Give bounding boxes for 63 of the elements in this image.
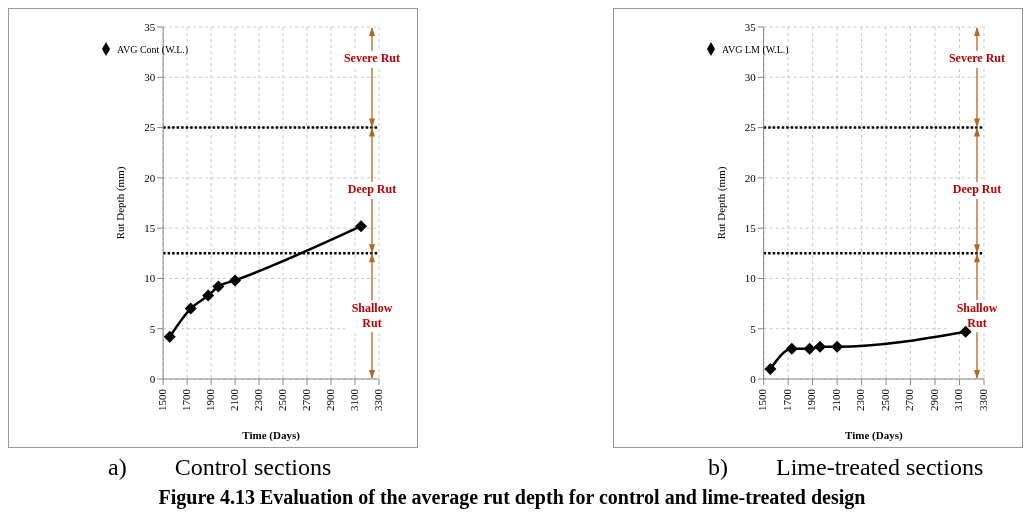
annotation: Shallow Rut — [956, 300, 998, 330]
x-tick-label: 2700 — [299, 388, 312, 411]
y-tick-label: 35 — [744, 20, 757, 33]
y-tick-label: 15 — [144, 222, 156, 235]
y-tick-label: 30 — [744, 71, 757, 84]
x-tick-label: 1700 — [179, 388, 192, 411]
x-tick-label: 3100 — [347, 388, 360, 411]
x-tick-label: 2100 — [829, 388, 842, 411]
y-tick-label: 0 — [750, 372, 757, 385]
x-tick-label: 2900 — [927, 388, 940, 411]
x-axis-title: Time (Days) — [845, 429, 903, 442]
x-tick-label: 2500 — [878, 388, 891, 411]
x-tick-label: 1700 — [780, 388, 793, 411]
y-axis-title: Rut Depth (mm) — [714, 166, 728, 240]
y-tick-label: 25 — [144, 121, 156, 134]
y-tick-label: 30 — [144, 71, 156, 84]
x-tick-label: 2100 — [227, 388, 240, 411]
point — [202, 289, 215, 302]
point — [229, 274, 242, 287]
x-tick-label: 2300 — [251, 388, 264, 411]
point — [803, 342, 816, 355]
x-tick-label: 2500 — [275, 388, 288, 411]
point — [212, 280, 225, 293]
point — [785, 342, 798, 355]
point — [813, 340, 826, 353]
point — [163, 330, 176, 343]
annotation: Deep Rut — [952, 182, 1002, 197]
point — [831, 340, 844, 353]
y-tick-label: 20 — [144, 171, 156, 184]
x-tick-label: 2700 — [903, 388, 916, 411]
caption: Figure 4.13 Evaluation of the average rut depth for control and lime-treated design — [157, 486, 867, 509]
y-tick-label: 10 — [744, 272, 757, 285]
y-tick-label: 20 — [744, 171, 757, 184]
text: b) Lime-treated sections — [708, 454, 984, 481]
x-tick-label: 1500 — [155, 388, 168, 411]
x-tick-label: 3300 — [371, 388, 384, 411]
x-tick-label: 2900 — [323, 388, 336, 411]
legend-label: AVG LM (W.L.) — [722, 44, 789, 55]
x-tick-label: 1900 — [203, 388, 216, 411]
y-tick-label: 5 — [149, 322, 156, 335]
annotation: Shallow Rut — [351, 300, 393, 330]
y-tick-label: 5 — [750, 322, 757, 335]
text: a) Control sections — [108, 454, 332, 481]
y-axis-title: Rut Depth (mm) — [114, 166, 128, 240]
y-tick-label: 10 — [144, 272, 156, 285]
y-tick-label: 15 — [744, 222, 757, 235]
y-tick-label: 25 — [744, 121, 757, 134]
point — [184, 302, 197, 315]
annotation: Severe Rut — [343, 51, 401, 66]
point — [959, 325, 972, 338]
point — [764, 362, 777, 375]
y-tick-label: 0 — [149, 372, 156, 385]
x-tick-label: 1500 — [756, 388, 769, 411]
x-tick-label: 1900 — [805, 388, 818, 411]
annotation: Deep Rut — [347, 182, 397, 197]
x-tick-label: 3100 — [952, 388, 965, 411]
x-tick-label: 3300 — [976, 388, 989, 411]
x-axis-title: Time (Days) — [242, 429, 301, 442]
x-tick-label: 2300 — [854, 388, 867, 411]
y-tick-label: 35 — [144, 20, 156, 33]
legend-label: AVG Cont (W.L.) — [117, 44, 189, 55]
point — [355, 220, 368, 233]
annotation: Severe Rut — [948, 51, 1006, 66]
